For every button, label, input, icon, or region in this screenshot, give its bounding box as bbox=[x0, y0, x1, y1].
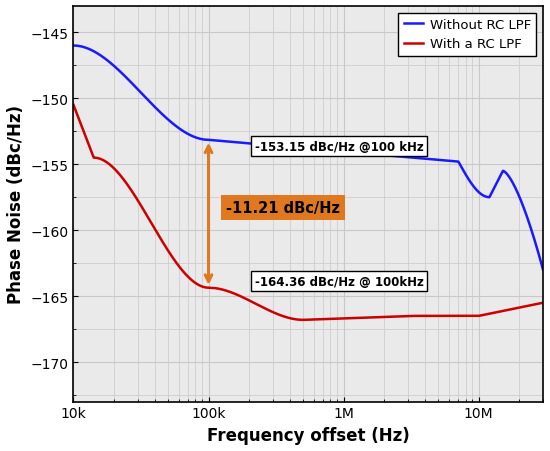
Legend: Without RC LPF, With a RC LPF: Without RC LPF, With a RC LPF bbox=[398, 14, 536, 56]
With a RC LPF bbox=[70, 103, 77, 108]
Y-axis label: Phase Noise (dBc/Hz): Phase Noise (dBc/Hz) bbox=[7, 105, 25, 304]
Without RC LPF bbox=[526, 222, 533, 227]
Without RC LPF bbox=[70, 44, 77, 49]
Without RC LPF bbox=[299, 146, 305, 152]
With a RC LPF bbox=[526, 303, 533, 308]
With a RC LPF bbox=[540, 300, 546, 306]
Line: With a RC LPF: With a RC LPF bbox=[74, 106, 543, 320]
Text: -11.21 dBc/Hz: -11.21 dBc/Hz bbox=[226, 200, 340, 215]
With a RC LPF bbox=[300, 318, 306, 323]
Without RC LPF bbox=[94, 51, 101, 57]
Without RC LPF bbox=[286, 145, 293, 150]
With a RC LPF bbox=[286, 316, 293, 321]
Without RC LPF bbox=[440, 158, 447, 164]
Without RC LPF bbox=[540, 267, 546, 273]
Without RC LPF bbox=[526, 221, 532, 226]
Line: Without RC LPF: Without RC LPF bbox=[74, 46, 543, 270]
Text: -164.36 dBc/Hz @ 100kHz: -164.36 dBc/Hz @ 100kHz bbox=[255, 275, 424, 288]
X-axis label: Frequency offset (Hz): Frequency offset (Hz) bbox=[207, 426, 410, 444]
With a RC LPF bbox=[299, 318, 305, 323]
Text: -153.15 dBc/Hz @100 kHz: -153.15 dBc/Hz @100 kHz bbox=[255, 141, 424, 154]
With a RC LPF bbox=[440, 313, 447, 319]
With a RC LPF bbox=[526, 303, 533, 308]
With a RC LPF bbox=[94, 156, 101, 161]
